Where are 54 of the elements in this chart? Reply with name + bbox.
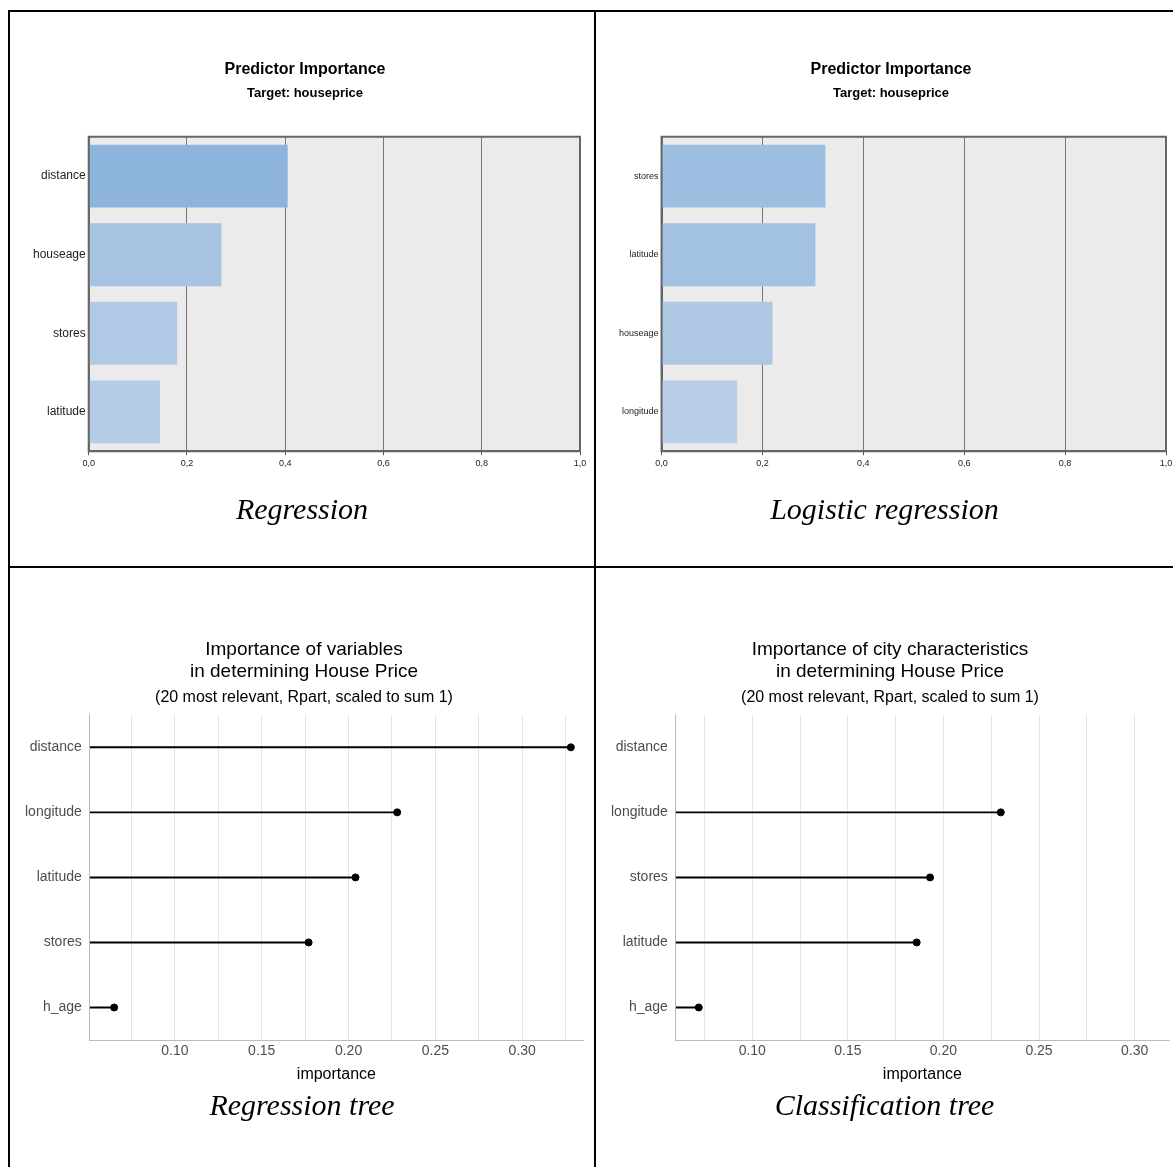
x-tick-label: 0,6 bbox=[957, 458, 971, 469]
x-tick-label: 0,4 bbox=[278, 458, 292, 469]
chart-subtitle: (20 most relevant, Rpart, scaled to sum 1) bbox=[155, 687, 453, 705]
chart-title: Predictor Importance bbox=[224, 60, 386, 78]
x-tick-label: 0,2 bbox=[180, 458, 194, 469]
x-tick-label: 0,8 bbox=[1058, 458, 1072, 469]
text: Regression tree bbox=[208, 1088, 396, 1122]
chart-subtitle: (20 most relevant, Rpart, scaled to sum 1) bbox=[741, 687, 1039, 705]
y-tick-label: stores bbox=[43, 933, 82, 950]
y-tick-label: h_age bbox=[42, 998, 83, 1015]
y-tick-label: longitude bbox=[621, 406, 659, 417]
y-tick-label: longitude bbox=[611, 803, 669, 820]
x-tick-label: 0.20 bbox=[929, 1042, 958, 1059]
x-tick-label: 0.15 bbox=[248, 1042, 276, 1059]
x-tick-label: 0,0 bbox=[82, 458, 95, 469]
x-axis-title: importance bbox=[882, 1064, 963, 1082]
x-axis-title: importance bbox=[296, 1064, 377, 1082]
text: Regression bbox=[234, 492, 370, 526]
y-tick-label: distance bbox=[41, 168, 87, 183]
x-tick-label: 0,8 bbox=[475, 458, 488, 469]
y-tick-label: distance bbox=[615, 738, 669, 755]
y-tick-label: latitude bbox=[36, 868, 83, 885]
x-tick-label: 0.25 bbox=[421, 1042, 450, 1059]
chart-title: Importance of variables in determining House Price bbox=[189, 637, 419, 682]
y-tick-label: stores bbox=[629, 868, 668, 885]
x-tick-label: 0,6 bbox=[377, 458, 390, 469]
y-tick-label: stores bbox=[53, 325, 86, 340]
x-tick-label: 0.10 bbox=[161, 1042, 189, 1059]
text: Logistic regression bbox=[769, 492, 1000, 526]
x-tick-label: 0.30 bbox=[508, 1042, 537, 1059]
x-tick-label: 0,4 bbox=[857, 458, 870, 469]
x-tick-label: 0,2 bbox=[756, 458, 769, 469]
y-tick-label: latitude bbox=[47, 404, 87, 419]
y-tick-label: h_age bbox=[628, 998, 669, 1015]
chart-title: Importance of city characteristics in determining House Price bbox=[751, 637, 1029, 682]
chart-subtitle: Target: houseprice bbox=[246, 84, 364, 100]
x-tick-label: 0.15 bbox=[834, 1042, 862, 1059]
y-tick-label: houseage bbox=[33, 247, 87, 262]
y-tick-label: houseage bbox=[618, 327, 659, 338]
x-tick-label: 1,0 bbox=[1159, 458, 1173, 469]
chart-subtitle: Target: houseprice bbox=[832, 84, 950, 100]
text: Classification tree bbox=[773, 1088, 996, 1122]
x-tick-label: 0,0 bbox=[655, 458, 668, 469]
y-tick-label: latitude bbox=[629, 249, 659, 260]
y-tick-label: latitude bbox=[622, 933, 669, 950]
x-tick-label: 1,0 bbox=[573, 458, 587, 469]
y-tick-label: longitude bbox=[25, 803, 83, 820]
x-tick-label: 0.30 bbox=[1120, 1042, 1149, 1059]
chart-title: Predictor Importance bbox=[810, 60, 972, 78]
x-tick-label: 0.10 bbox=[738, 1042, 767, 1059]
x-tick-label: 0.20 bbox=[334, 1042, 363, 1059]
y-tick-label: distance bbox=[29, 738, 83, 755]
y-tick-label: stores bbox=[634, 170, 660, 181]
x-tick-label: 0.25 bbox=[1025, 1042, 1053, 1059]
